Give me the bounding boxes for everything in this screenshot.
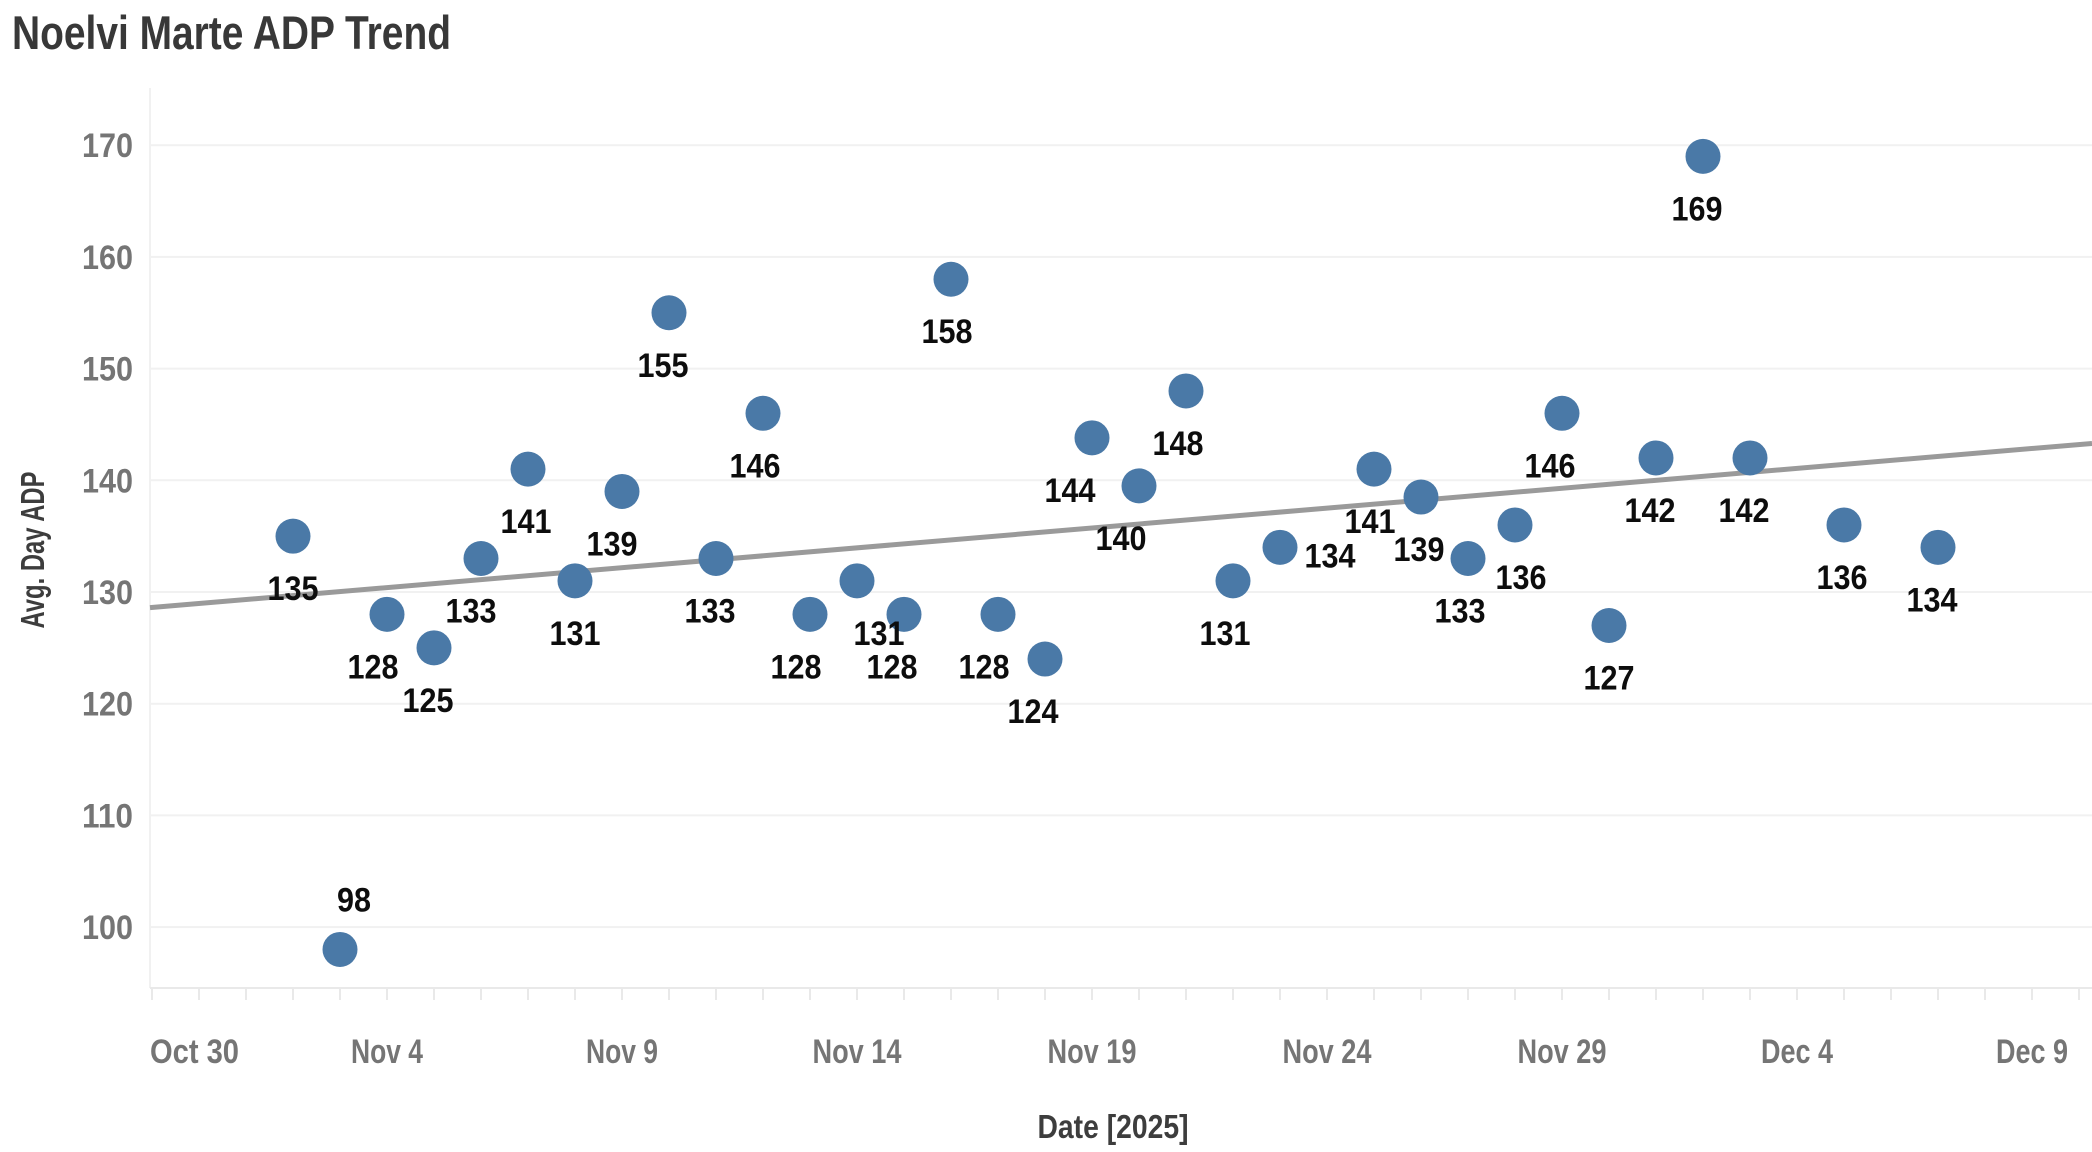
point-label-nov-29: 146	[1525, 447, 1576, 485]
point-label-nov-20: 140	[1096, 520, 1147, 558]
point-label-dec-2: 169	[1672, 190, 1723, 228]
data-point-nov-5[interactable]	[416, 630, 452, 666]
point-label-nov-19: 144	[1045, 472, 1096, 510]
data-point-dec-3[interactable]	[1732, 440, 1768, 476]
data-point-nov-28[interactable]	[1497, 507, 1533, 543]
trend-line	[149, 440, 2092, 611]
data-point-nov-29[interactable]	[1544, 395, 1580, 431]
data-point-nov-15[interactable]	[886, 596, 922, 632]
y-tick-label-120: 120	[82, 686, 133, 724]
data-point-dec-7[interactable]	[1920, 529, 1956, 565]
axes-layer: 100 110 120 130 140 150 160 170 Oct 30 Nov 4 Nov 9…	[82, 88, 2092, 1071]
data-point-nov-3[interactable]	[322, 931, 358, 967]
data-point-nov-27[interactable]	[1450, 540, 1486, 576]
point-label-nov-9: 139	[587, 525, 638, 563]
point-label-nov-6: 133	[446, 592, 497, 630]
data-point-nov-2[interactable]	[275, 518, 311, 554]
data-point-nov-17[interactable]	[980, 596, 1016, 632]
data-point-nov-22[interactable]	[1215, 563, 1251, 599]
data-point-nov-12[interactable]	[745, 395, 781, 431]
point-label-nov-8: 131	[550, 615, 601, 653]
data-point-nov-4[interactable]	[369, 596, 405, 632]
x-tick-label-nov-4: Nov 4	[351, 1033, 423, 1071]
point-label-nov-13: 128	[771, 648, 822, 686]
data-point-nov-6[interactable]	[463, 540, 499, 576]
data-point-nov-19[interactable]	[1074, 420, 1110, 456]
gridlines-layer	[150, 144, 2092, 929]
y-tick-label-130: 130	[82, 574, 133, 612]
data-point-nov-16[interactable]	[933, 261, 969, 297]
data-point-nov-23[interactable]	[1262, 529, 1298, 565]
point-label-nov-17: 128	[959, 648, 1010, 686]
point-label-nov-22: 131	[1200, 615, 1251, 653]
data-point-dec-1[interactable]	[1638, 440, 1674, 476]
point-label-nov-30: 127	[1584, 660, 1635, 698]
x-tick-label-nov-19: Nov 19	[1048, 1033, 1137, 1071]
data-point-nov-8[interactable]	[557, 563, 593, 599]
y-tick-label-150: 150	[82, 351, 133, 389]
data-point-nov-11[interactable]	[698, 540, 734, 576]
data-point-dec-2[interactable]	[1685, 138, 1721, 174]
data-point-nov-26[interactable]	[1403, 479, 1439, 515]
point-label-nov-27: 133	[1435, 592, 1486, 630]
data-point-nov-13[interactable]	[792, 596, 828, 632]
x-tick-label-dec-4: Dec 4	[1761, 1033, 1833, 1071]
data-point-nov-25[interactable]	[1356, 451, 1392, 487]
data-point-nov-9[interactable]	[604, 473, 640, 509]
point-label-nov-16: 158	[922, 313, 973, 351]
point-label-dec-3: 142	[1719, 492, 1770, 530]
x-axis-title: Date [2025]	[1038, 1108, 1189, 1145]
point-label-nov-14: 131	[854, 615, 905, 653]
y-tick-label-110: 110	[82, 797, 133, 835]
y-axis-title: Avg. Day ADP	[14, 472, 51, 629]
x-tick-label-oct-30: Oct 30	[150, 1033, 239, 1071]
point-label-nov-21: 148	[1153, 425, 1204, 463]
trendline-layer	[149, 440, 2092, 611]
data-point-nov-10[interactable]	[651, 295, 687, 331]
data-point-nov-30[interactable]	[1591, 608, 1627, 644]
x-tick-label-dec-9: Dec 9	[1996, 1033, 2068, 1071]
point-label-nov-25: 141	[1345, 503, 1396, 541]
x-tick-label-nov-14: Nov 14	[813, 1033, 902, 1071]
point-label-nov-5: 125	[403, 682, 454, 720]
point-label-nov-18: 124	[1008, 693, 1059, 731]
data-point-nov-7[interactable]	[510, 451, 546, 487]
data-point-nov-20[interactable]	[1121, 468, 1157, 504]
x-tick-label-nov-29: Nov 29	[1518, 1033, 1607, 1071]
point-label-dec-1: 142	[1625, 492, 1676, 530]
point-label-nov-11: 133	[685, 592, 736, 630]
y-tick-label-170: 170	[82, 127, 133, 165]
point-label-nov-15: 128	[867, 648, 918, 686]
point-label-nov-28: 136	[1496, 559, 1547, 597]
data-point-dec-5[interactable]	[1826, 507, 1862, 543]
point-label-nov-10: 155	[638, 347, 689, 385]
y-tick-label-160: 160	[82, 239, 133, 277]
point-label-dec-5: 136	[1817, 559, 1868, 597]
point-label-nov-12: 146	[730, 447, 781, 485]
x-tick-label-nov-9: Nov 9	[586, 1033, 658, 1071]
point-label-nov-7: 141	[501, 503, 552, 541]
chart-title: Noelvi Marte ADP Trend	[12, 6, 451, 59]
y-tick-label-140: 140	[82, 462, 133, 500]
data-point-nov-14[interactable]	[839, 563, 875, 599]
point-labels-layer: 1359812812513314113113915513314612813112…	[268, 190, 1958, 919]
y-tick-label-100: 100	[82, 909, 133, 947]
point-label-nov-2: 135	[268, 570, 319, 608]
point-label-nov-26: 139	[1394, 531, 1445, 569]
data-point-nov-18[interactable]	[1027, 641, 1063, 677]
data-points-layer	[275, 138, 1956, 967]
point-label-nov-23: 134	[1305, 537, 1356, 575]
x-tick-label-nov-24: Nov 24	[1283, 1033, 1372, 1071]
point-label-nov-4: 128	[348, 648, 399, 686]
data-point-nov-21[interactable]	[1168, 373, 1204, 409]
point-label-nov-3: 98	[337, 881, 371, 919]
point-label-dec-7: 134	[1907, 581, 1958, 619]
